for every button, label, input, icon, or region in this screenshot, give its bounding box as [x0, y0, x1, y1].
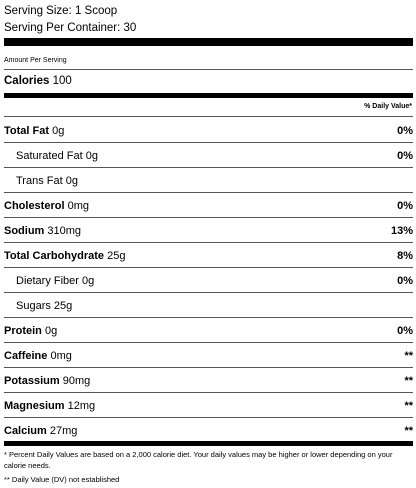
nutrient-row-sugars: Sugars 25g — [4, 299, 413, 313]
nutrient-amount: 0g — [52, 125, 65, 137]
nutrient-row-dietary-fiber: Dietary Fiber 0g 0% — [4, 274, 413, 288]
nutrient-dv: ** — [404, 400, 413, 412]
nutrient-dv: 0% — [397, 275, 413, 287]
divider — [4, 217, 413, 218]
nutrient-label: Sodium — [4, 225, 45, 237]
servings-per-container: Serving Per Container: 30 — [4, 22, 137, 34]
nutrient-dv: ** — [404, 375, 413, 387]
nutrient-amount: 310mg — [47, 225, 82, 237]
nutrient-label: Trans Fat — [16, 175, 63, 187]
divider — [4, 292, 413, 293]
nutrient-row-cholesterol: Cholesterol 0mg 0% — [4, 199, 413, 213]
nutrient-amount: 0g — [44, 325, 58, 337]
amount-per-serving: Amount Per Serving — [4, 57, 67, 64]
calories-label: Calories — [4, 75, 50, 87]
divider — [4, 342, 413, 343]
nutrient-label: Total Fat — [4, 125, 50, 137]
medium-divider — [4, 93, 413, 98]
divider — [4, 317, 413, 318]
divider — [4, 417, 413, 418]
footnote-dv-not-established: ** Daily Value (DV) not established — [4, 475, 120, 484]
nutrient-amount: 12mg — [67, 400, 96, 412]
divider — [4, 116, 413, 117]
nutrient-row-total-carbohydrate: Total Carbohydrate 25g 8% — [4, 249, 413, 263]
nutrient-amount: 27mg — [49, 425, 78, 437]
nutrient-dv: ** — [404, 425, 413, 437]
serving-size: Serving Size: 1 Scoop — [4, 5, 118, 17]
divider — [4, 392, 413, 393]
nutrient-row-magnesium: Magnesium 12mg ** — [4, 399, 413, 413]
nutrient-row-sodium: Sodium 310mg 13% — [4, 224, 413, 238]
footnote-percent-dv: * Percent Daily Values are based on a 2,… — [4, 450, 393, 470]
nutrient-label: Saturated Fat — [16, 150, 83, 162]
nutrient-dv: 0% — [397, 150, 413, 162]
divider — [4, 167, 413, 168]
nutrient-dv: 8% — [397, 250, 413, 262]
thick-divider — [4, 38, 413, 46]
divider — [4, 267, 413, 268]
nutrient-amount: 0g — [65, 175, 78, 187]
nutrient-amount: 0g — [82, 275, 95, 287]
nutrient-label: Total Carbohydrate — [4, 250, 105, 262]
nutrient-amount: 0g — [85, 150, 98, 162]
divider — [4, 367, 413, 368]
nutrient-amount: 90mg — [62, 375, 91, 387]
divider — [4, 142, 413, 143]
divider — [4, 69, 413, 70]
nutrient-dv: 13% — [390, 225, 413, 237]
nutrient-amount: 25g — [53, 300, 73, 312]
nutrient-dv: 0% — [397, 325, 413, 337]
nutrient-row-potassium: Potassium 90mg ** — [4, 374, 413, 388]
nutrient-label: Magnesium — [4, 400, 65, 412]
nutrient-row-calcium: Calcium 27mg ** — [4, 424, 413, 438]
nutrient-label: Protein — [4, 325, 42, 337]
nutrient-label: Dietary Fiber — [16, 275, 79, 287]
nutrient-row-caffeine: Caffeine 0mg ** — [4, 349, 413, 363]
nutrient-label: Calcium — [4, 425, 47, 437]
divider — [4, 242, 413, 243]
nutrient-row-trans-fat: Trans Fat 0g — [4, 174, 413, 188]
nutrient-amount: 0mg — [50, 350, 72, 362]
nutrient-amount: 25g — [107, 250, 126, 262]
nutrient-label: Cholesterol — [4, 200, 65, 212]
nutrient-dv: 0% — [397, 125, 413, 137]
bottom-divider — [4, 441, 413, 446]
nutrient-amount: 0mg — [67, 200, 89, 212]
daily-value-header: % Daily Value* — [364, 103, 412, 110]
nutrient-row-protein: Protein 0g 0% — [4, 324, 413, 338]
nutrient-row-saturated-fat: Saturated Fat 0g 0% — [4, 149, 413, 163]
divider — [4, 192, 413, 193]
calories-value: 100 — [52, 75, 72, 87]
nutrient-dv: ** — [404, 350, 413, 362]
nutrient-row-total-fat: Total Fat 0g 0% — [4, 124, 413, 138]
calories-row: Calories 100 — [4, 75, 72, 87]
nutrient-dv: 0% — [397, 200, 413, 212]
nutrient-label: Caffeine — [4, 350, 48, 362]
nutrient-label: Sugars — [16, 300, 51, 312]
nutrient-label: Potassium — [4, 375, 60, 387]
